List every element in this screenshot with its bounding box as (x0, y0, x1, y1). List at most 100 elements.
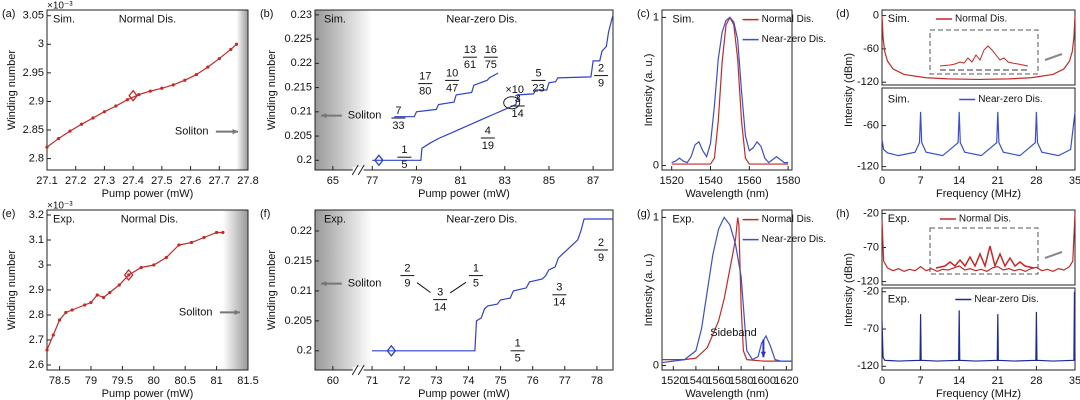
y-tick-label: 0.215 (284, 81, 312, 93)
annotation: Sim. (53, 14, 75, 26)
x-tick-label: 27.7 (209, 175, 230, 187)
panel-label: (b) (260, 8, 273, 20)
fraction-numerator: 10 (446, 67, 458, 79)
x-tick-label: 1580 (776, 175, 800, 187)
data-point (206, 65, 210, 69)
series-line (881, 213, 1076, 273)
fraction-numerator: 13 (464, 44, 476, 56)
x-tick-label: 60 (327, 375, 339, 387)
legend-label: Normal Dis. (955, 14, 1007, 25)
y-tick-label: 1 (653, 11, 659, 23)
x-tick-label: 79.5 (112, 375, 133, 387)
x-tick-label: 27.3 (94, 175, 115, 187)
y-tick-label: -20 (863, 207, 879, 219)
y-tick-label: 0.23 (291, 9, 312, 21)
legend-label: Near-zero Dis. (762, 234, 826, 245)
highlight-point (123, 268, 134, 282)
panel-label: (c) (637, 8, 650, 20)
x-tick-label: 81 (454, 175, 466, 187)
fraction-denominator: 9 (598, 252, 604, 264)
data-point (89, 300, 93, 305)
data-point (221, 230, 225, 235)
y-tick-label: -70 (863, 241, 879, 253)
annotation: Exp. (53, 214, 75, 226)
annotation: Sideband (710, 327, 757, 339)
y-tick-label: 2.7 (29, 334, 44, 346)
x-tick-label: 73 (430, 375, 442, 387)
data-point (125, 98, 129, 102)
fraction-denominator: 75 (485, 59, 497, 71)
annotation: Sim. (672, 14, 694, 26)
y-axis-label: Winding number (266, 50, 278, 130)
x-axis-label: Frequency (MHz) (936, 388, 1021, 400)
plot-frame (46, 9, 249, 171)
data-point (183, 78, 187, 82)
annotation: Near-zero Dis. (446, 14, 517, 26)
y-tick-label: 0.22 (291, 57, 312, 69)
y-tick-label: 2.8 (29, 309, 44, 321)
data-point (56, 136, 61, 141)
arrow-head (234, 309, 240, 316)
panel-label: (e) (2, 208, 15, 220)
panel-label: (f) (260, 208, 270, 220)
x-tick-label: 27.8 (237, 175, 258, 187)
x-tick-label: 14 (953, 175, 965, 187)
legend-label: Normal Dis. (762, 214, 814, 225)
y-tick-label: -120 (857, 360, 879, 372)
fraction-numerator: 5 (535, 67, 541, 79)
legend-label: Near-zero Dis. (978, 94, 1042, 105)
y-tick-label: 1 (653, 211, 659, 223)
fraction-link (416, 282, 431, 293)
x-axis-label: Pump power (mW) (418, 388, 510, 400)
x-tick-label: 28 (1030, 175, 1042, 187)
y-tick-label: 0.225 (284, 33, 312, 45)
x-tick-label: 65 (327, 175, 339, 187)
axis-break (351, 164, 359, 176)
annotation: Soliton (348, 278, 382, 290)
x-tick-label: 1520 (659, 175, 683, 187)
fraction-numerator: 3 (556, 282, 562, 294)
x-tick-label: 21 (992, 175, 1004, 187)
x-tick-label: 79 (85, 375, 97, 387)
x-tick-label: 71 (366, 375, 378, 387)
plot-frame (881, 9, 1076, 86)
fraction-numerator: 7 (395, 105, 401, 117)
fraction-numerator: 1 (515, 338, 521, 350)
data-point (79, 122, 84, 126)
y-tick-label: 0.21 (291, 285, 312, 297)
inset-h (929, 227, 1063, 275)
plot-frame (661, 209, 793, 371)
series-line (394, 72, 499, 118)
data-point (217, 56, 221, 61)
y-tick-label: -60 (863, 43, 879, 55)
x-tick-label: 7 (918, 175, 924, 187)
series-line (671, 16, 789, 164)
data-point (148, 89, 152, 93)
fraction-denominator: 23 (532, 82, 544, 94)
data-point (160, 86, 164, 90)
series-line (372, 218, 613, 352)
panel-label: (a) (2, 8, 15, 20)
x-axis-label: Frequency (MHz) (936, 188, 1021, 200)
arrow-head (760, 351, 767, 358)
x-tick-label: 76 (527, 375, 539, 387)
y-axis-label: Winding number (6, 50, 18, 130)
annotation: ×10 (505, 84, 524, 96)
fraction-denominator: 9 (598, 78, 604, 90)
x-tick-label: 1580 (729, 375, 753, 387)
fraction-numerator: 4 (485, 125, 491, 137)
y-axis-label: Intensity (dBm) (843, 253, 855, 327)
fraction-numerator: 16 (485, 44, 497, 56)
y-tick-label: 0 (653, 359, 659, 371)
plot-frame (314, 9, 614, 171)
data-point (83, 303, 87, 307)
fraction-denominator: 14 (434, 302, 446, 314)
x-tick-label: 81 (210, 375, 222, 387)
x-axis-label: Pump power (mW) (102, 188, 194, 200)
y-tick-label: 0.205 (284, 315, 312, 327)
x-tick-label: 72 (398, 375, 410, 387)
axis-break (351, 364, 359, 376)
annotation: Normal Dis. (119, 14, 176, 26)
fraction-numerator: 2 (598, 63, 604, 75)
x-tick-label: 1540 (684, 375, 708, 387)
